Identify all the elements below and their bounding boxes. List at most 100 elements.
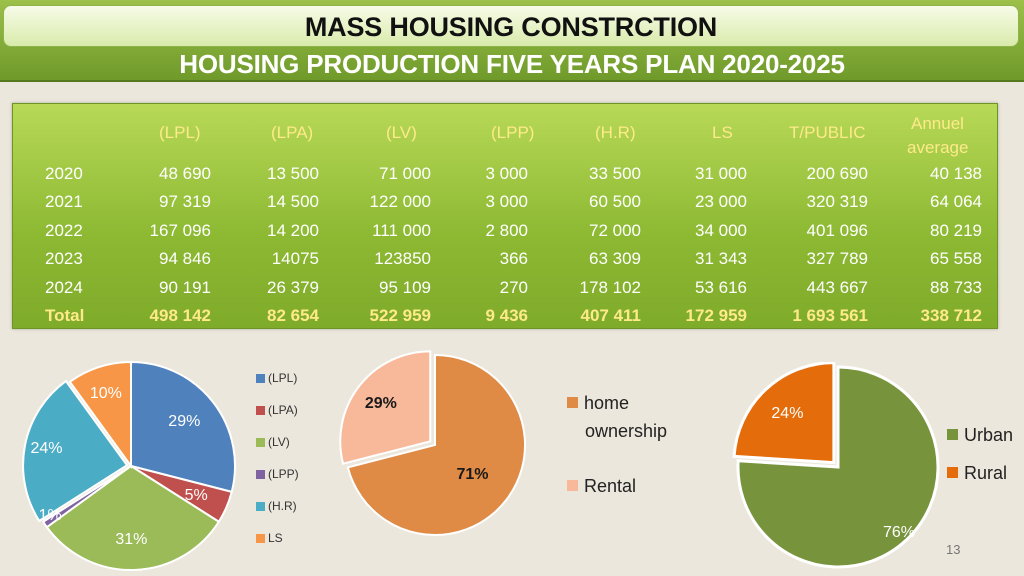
table-cell: 33 500 <box>589 164 641 183</box>
table-cell: 366 <box>499 249 528 268</box>
row-label: 2024 <box>45 278 83 297</box>
table-cell: 60 500 <box>589 192 641 211</box>
table-cell: 14 200 <box>267 221 319 240</box>
legend-label: ownership <box>585 421 668 441</box>
table-cell: 14 500 <box>267 192 319 211</box>
table-cell: 82 654 <box>267 306 319 325</box>
pie-data-label: 71% <box>456 465 489 483</box>
legend-item: (LPP) <box>256 467 299 481</box>
table-cell: 90 191 <box>159 278 211 297</box>
pie-slice <box>68 360 132 470</box>
pie-data-label: 5% <box>184 486 208 504</box>
tenure-pie-chart <box>339 350 526 536</box>
legend-swatch <box>256 374 265 383</box>
pie-slice <box>732 362 836 465</box>
legend-item: (LPA) <box>256 403 298 417</box>
legend-label: (LPP) <box>268 467 299 481</box>
legend-label: (LV) <box>268 435 290 449</box>
legend-item: LS <box>256 531 283 545</box>
table-cell: 320 319 <box>806 192 868 211</box>
legend-label: Urban <box>964 425 1014 445</box>
legend-label: (H.R) <box>268 499 297 513</box>
table-cell: 2 800 <box>485 221 528 240</box>
title-band: MASS HOUSING CONSTRCTION HOUSING PRODUCT… <box>0 0 1024 82</box>
row-label: 2020 <box>45 164 83 183</box>
table-cell: 94 846 <box>159 249 211 268</box>
table-cell: 498 142 <box>149 306 211 325</box>
column-header: T/PUBLIC <box>789 123 866 142</box>
table-cell: 167 096 <box>149 221 211 240</box>
table-cell: 48 690 <box>159 164 211 183</box>
table-cell: 97 319 <box>159 192 211 211</box>
pie-data-label: 24% <box>771 405 804 423</box>
table-cell: 443 667 <box>806 278 868 297</box>
table-cell: 122 000 <box>369 192 431 211</box>
slide-title: MASS HOUSING CONSTRCTION <box>304 12 718 42</box>
pie-data-label: 76% <box>882 524 915 542</box>
table-cell: 111 000 <box>372 221 431 240</box>
pie-data-label: 24% <box>30 440 63 458</box>
legend-item: (H.R) <box>256 499 297 513</box>
table-cell: 72 000 <box>589 221 641 240</box>
pie-slice <box>736 365 940 569</box>
column-header: (LV) <box>386 123 417 142</box>
pie-slice <box>45 464 221 571</box>
table-cell: 31 000 <box>695 164 747 183</box>
pie-slice <box>22 379 129 523</box>
page-number: 13 <box>946 542 961 557</box>
legend-label: Rental <box>584 476 637 496</box>
table-cell: 401 096 <box>806 221 868 240</box>
table-cell: 13 500 <box>267 164 319 183</box>
legend-swatch <box>256 470 265 479</box>
slide-subtitle: HOUSING PRODUCTION FIVE YEARS PLAN 2020-… <box>179 49 845 79</box>
table-cell: 270 <box>499 278 528 297</box>
legend-swatch <box>256 406 265 415</box>
column-header: (H.R) <box>595 123 636 142</box>
legend-item: (LPL) <box>256 371 297 385</box>
table-cell: 338 712 <box>920 306 982 325</box>
table-cell: 178 102 <box>579 278 641 297</box>
table-cell: 63 309 <box>589 249 641 268</box>
legend-swatch <box>256 438 265 447</box>
table-cell: 200 690 <box>806 164 868 183</box>
table-cell: 53 616 <box>695 278 747 297</box>
table-cell: 1 693 561 <box>792 306 868 325</box>
pie-data-label: 29% <box>168 413 201 431</box>
pie-data-label: 10% <box>89 384 122 402</box>
table-cell: 31 343 <box>695 249 747 268</box>
housing-table: (LPL) (LPA) (LV) (LPP) (H.R) LS T/PUBLIC… <box>12 103 998 329</box>
table-cell: 522 959 <box>369 306 431 325</box>
table-cell: 65 558 <box>930 249 982 268</box>
legend-label: home <box>584 393 630 413</box>
column-header: (LPP) <box>491 123 535 142</box>
location-pie-chart <box>732 362 940 569</box>
legend-label: LS <box>268 531 283 545</box>
table-cell: 34 000 <box>695 221 747 240</box>
pie-slice <box>130 360 236 494</box>
pie-slice <box>41 465 132 529</box>
table-cell: 95 109 <box>379 278 431 297</box>
pie-slice <box>346 353 526 536</box>
legend-item: Rural <box>947 463 1007 484</box>
title-box: MASS HOUSING CONSTRCTION <box>3 5 1019 47</box>
table-cell: 3 000 <box>485 192 528 211</box>
table-cell: 26 379 <box>267 278 319 297</box>
table-cell: 3 000 <box>485 164 528 183</box>
pie-slice <box>339 350 432 465</box>
table-cell: 14075 <box>271 249 319 268</box>
pie-data-label: 29% <box>364 394 397 412</box>
legend-label: Rural <box>964 463 1008 483</box>
row-label: 2021 <box>45 192 83 211</box>
legend-item: (LV) <box>256 435 290 449</box>
legend-swatch <box>567 397 578 408</box>
legend-label: (LPL) <box>268 371 298 385</box>
row-label: Total <box>45 306 85 325</box>
column-header: average <box>907 138 969 157</box>
row-label: 2023 <box>45 249 83 268</box>
table-cell: 9 436 <box>485 306 528 325</box>
table-cell: 407 411 <box>580 306 641 325</box>
table-cell: 64 064 <box>930 192 982 211</box>
legend-item: Rental <box>567 476 636 497</box>
row-label: 2022 <box>45 221 83 240</box>
table-cell: 71 000 <box>379 164 431 183</box>
